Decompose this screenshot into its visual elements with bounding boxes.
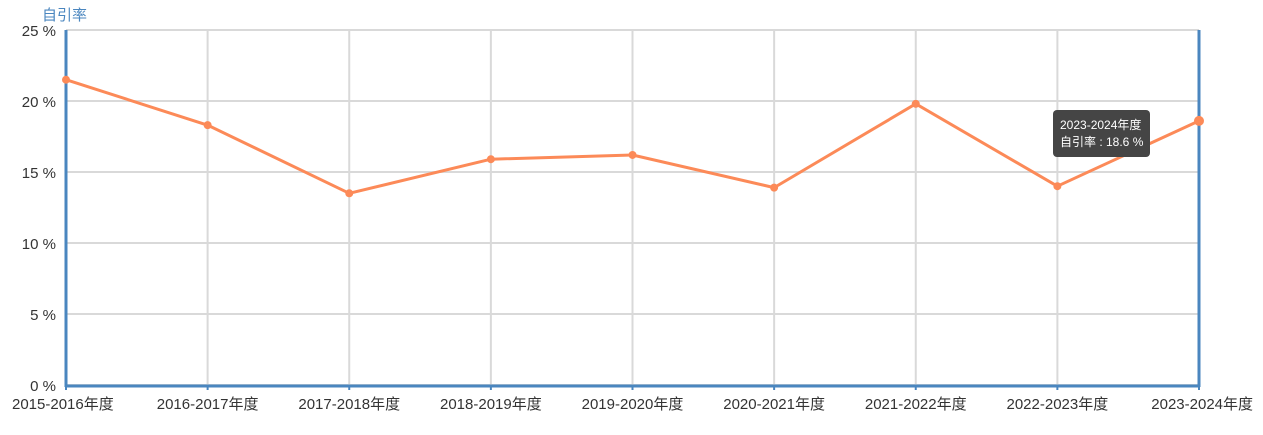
data-point [62, 75, 70, 84]
x-tick-label: 2021-2022年度 [865, 396, 967, 413]
data-point [345, 189, 354, 198]
y-tick-label: 10 % [22, 236, 56, 253]
data-point [1053, 182, 1062, 191]
data-point [1194, 115, 1204, 126]
y-tick-label: 5 % [30, 307, 56, 324]
x-tick-label: 2022-2023年度 [1007, 396, 1109, 413]
y-tick-label: 25 % [22, 23, 56, 40]
y-axis-title: 自引率 [42, 7, 88, 24]
y-tick-label: 20 % [22, 94, 56, 111]
data-point [911, 99, 920, 108]
x-tick-label: 2018-2019年度 [440, 396, 542, 413]
x-tick-label: 2019-2020年度 [582, 396, 684, 413]
data-point [203, 121, 212, 130]
data-point [486, 155, 495, 164]
tooltip-title: 2023-2024年度 [1060, 118, 1142, 132]
x-tick-label: 2017-2018年度 [298, 396, 400, 413]
data-point [770, 183, 779, 192]
x-tick-label: 2023-2024年度 [1151, 396, 1253, 413]
y-tick-label: 0 % [30, 378, 56, 395]
x-tick-label: 2015-2016年度 [12, 396, 114, 413]
x-tick-label: 2016-2017年度 [157, 396, 259, 413]
data-point [628, 150, 637, 159]
tooltip-value: 自引率 : 18.6 % [1060, 135, 1144, 149]
y-tick-label: 15 % [22, 165, 56, 182]
x-tick-label: 2020-2021年度 [723, 396, 825, 413]
data-tooltip: 2023-2024年度 自引率 : 18.6 % [1053, 110, 1151, 157]
